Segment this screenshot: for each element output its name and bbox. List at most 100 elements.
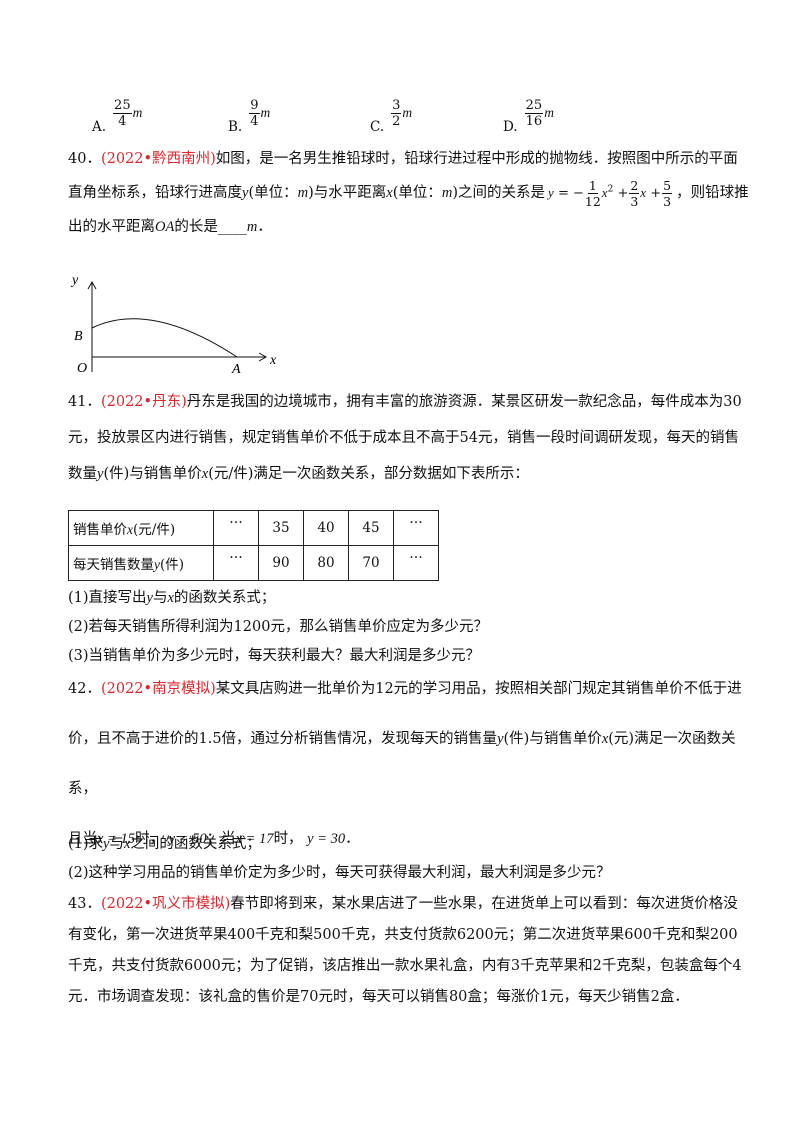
text: (件)与销售单价 [503,731,602,747]
text: 如图，是一名男生推铅球时，铅球行进过程中形成的抛物线．按照图中所示的平面直角坐标… [68,151,738,201]
cell: 90 [258,545,304,581]
text: 之间的函数关系式； [130,836,261,852]
sub-question: (2)若每天销售所得利润为1200元，那么销售单价应定为多少元？ [68,619,488,635]
option: A. 25 4 m [92,98,142,135]
arrow [258,352,268,362]
numerator: 9 [249,98,260,114]
text: 春节即将到来，某水果店进了一些水果，在进货单上可以看到：每次进货价格没有变化，第… [68,896,742,1005]
q-source: (2022•巩义市模拟) [100,896,231,912]
axis-label: x [269,353,277,368]
data-table: 销售单价x(元/件)… 35 40 45… 每天销售数量y(件)… 90 80 70… [68,510,439,581]
option: B. 9 4 m [228,98,270,135]
text: (件) [160,557,185,573]
question-43: 43．(2022•巩义市模拟)春节即将到来，某水果店进了一些水果，在进货单上可以… [68,889,752,1013]
unit: m [297,185,309,201]
option-letter: C. [370,119,385,135]
denominator: 4 [250,114,259,129]
unit: m [132,105,143,120]
var: x [386,185,393,201]
text: (单位： [392,185,442,201]
axis-label: y [70,273,79,288]
q-number: 43． [68,896,101,912]
denominator: 16 [525,114,543,129]
option-letter: A. [92,119,107,135]
text: 时， [134,831,164,847]
option: D. 25 16 m [503,98,554,135]
cell: 35 [258,510,304,546]
unit: m [246,219,258,235]
text: (元/件)满足一次函数关系，部分数据如下表所示： [208,466,529,482]
fraction: 25 4 [113,98,132,129]
denominator: 3 [663,193,672,209]
text: 销售单价 [73,522,127,538]
sub-question: (1)求y与x之间的函数关系式； [68,830,752,859]
var: OA [155,219,175,235]
equation: y = 50 [168,831,207,847]
equation: x = 17 [235,831,274,847]
text: ，则铅球推出的水平距离 [68,185,749,235]
sub-question: (1)直接写出y与x的函数关系式； [68,584,752,613]
text: )与水平距离 [308,185,387,201]
parabola [91,318,238,358]
numerator: 25 [524,98,544,114]
figure: y x O A B [70,273,277,377]
q-source: (2022•黔西南州) [100,151,216,167]
point-label: O [77,361,87,376]
option-letter: B. [228,119,243,135]
var: y [103,836,110,852]
operator: = − [557,185,584,201]
sub-questions: (1)直接写出y与x的函数关系式； (2)若每天销售所得利润为1200元，那么销… [68,584,752,671]
cell: … [393,510,439,546]
row-label: 销售单价x(元/件) [68,510,214,546]
text: 且当 [68,831,97,847]
sub-questions: (1)求y与x之间的函数关系式； (2)这种学习用品的销售单价定为多少时，每天可… [68,830,752,888]
blank: ____ [217,219,247,235]
question-41: 41．(2022•丹东)丹东是我国的边境城市，拥有丰富的旅游资源．某景区研发一款… [68,384,752,492]
point-label: A [231,362,241,377]
text: 某文具店购进一批单价为12元的学习用品，按照相关部门规定其销售单价不低于进价，且… [68,681,742,747]
text: 每天销售数量 [73,557,154,573]
text: (元)满足一次函数关系， [68,731,736,797]
text: 与 [109,836,124,852]
text: ；当 [206,831,236,847]
numerator: 5 [662,177,673,194]
text: 丹东是我国的边境城市，拥有丰富的旅游资源．某景区研发一款纪念品，每件成本为30元… [68,394,742,482]
text: 的函数关系式； [173,590,276,606]
q-number: 41． [68,394,101,410]
text: 与 [152,590,168,606]
table-row: 每天销售数量y(件)… 90 80 70… [68,545,439,581]
var: y [497,731,504,747]
numerator: 2 [629,177,640,194]
var: x [601,184,608,200]
numerator: 3 [391,98,402,114]
cell: 80 [303,545,349,581]
var: y [97,466,104,482]
operator: + [650,185,662,201]
var: x [123,836,131,852]
cell: 40 [303,510,349,546]
formula: y = −1 12 x2 +2 3 x +5 3 [548,178,673,209]
var: y [154,557,160,572]
var: y [146,590,153,606]
text: 的长是 [174,219,218,235]
text: 时， [273,831,303,847]
numerator: 25 [113,98,132,114]
var: y [242,185,249,201]
unit: m [402,105,413,120]
unit: m [544,105,554,120]
question-40: 40．(2022•黔西南州)如图，是一名男生推铅球时，铅球行进过程中形成的抛物线… [68,142,752,244]
unit: m [260,105,271,120]
cell: … [393,545,439,581]
table-row: 销售单价x(元/件)… 35 40 45… [68,510,439,546]
text: ． [257,219,272,235]
fraction: 1 12 [585,178,601,209]
text: (1)直接写出 [68,590,147,606]
equation: x = 15 [97,831,135,847]
cell: 45 [348,510,394,546]
q-number: 42． [68,681,101,697]
sub-question: (2)这种学习用品的销售单价定为多少时，每天可获得最大利润，最大利润是多少元？ [68,865,611,881]
